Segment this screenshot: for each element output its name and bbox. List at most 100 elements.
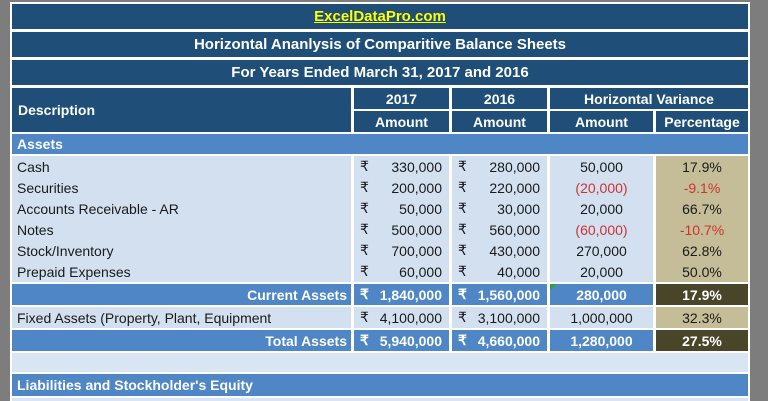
variance-percentage-cell[interactable]: 32.3% (656, 307, 748, 328)
section-header-assets[interactable]: Assets (12, 134, 748, 154)
total-row-label-cell[interactable]: Current Assets (12, 284, 354, 305)
variance-amount-cell[interactable]: 20,000 (550, 261, 656, 282)
row-label-cell[interactable]: Notes (12, 219, 354, 240)
table-row-stock-inventory: Stock/Inventory ₹ 700,000 ₹ 430,000 270,… (12, 240, 748, 261)
section-label: Assets (17, 136, 63, 152)
variance-amount-cell[interactable]: 20,000 (550, 198, 656, 219)
variance-value: 280,000 (576, 286, 627, 303)
variance-amount-cell[interactable]: 1,000,000 (550, 307, 656, 328)
amount-2016-cell[interactable]: ₹ 430,000 (452, 240, 550, 261)
variance-amount-cell[interactable]: 270,000 (550, 240, 656, 261)
amount-2016-cell[interactable]: ₹ 4,660,000 (452, 330, 550, 351)
column-header-description[interactable]: Description (12, 88, 351, 132)
row-label-cell[interactable]: Cash (12, 156, 354, 177)
amount-2016-cell[interactable]: ₹ 40,000 (452, 261, 550, 282)
percentage-value: 66.7% (682, 200, 722, 217)
amount-value: 560,000 (489, 221, 540, 238)
percentage-value: 17.9% (682, 158, 722, 175)
amount-value: 200,000 (391, 179, 442, 196)
column-header-percentage[interactable]: Percentage (656, 111, 748, 132)
amount-2016-cell[interactable]: ₹ 3,100,000 (452, 307, 550, 328)
amount-value: 4,660,000 (477, 332, 540, 349)
total-assets-row: Total Assets ₹ 5,940,000 ₹ 4,660,000 1,2… (12, 330, 748, 351)
percentage-value: 62.8% (682, 242, 722, 259)
variance-percentage-cell[interactable]: -10.7% (656, 219, 748, 240)
amount-2017-cell[interactable]: ₹ 4,100,000 (354, 307, 452, 328)
amount-2017-cell[interactable]: ₹ 330,000 (354, 156, 452, 177)
variance-value: 20,000 (580, 200, 623, 217)
partial-next-row (12, 398, 748, 401)
table-header-amount-row: Amount Amount Amount Percentage (354, 111, 748, 132)
variance-value: (60,000) (575, 221, 628, 238)
percentage-value: 50.0% (682, 263, 722, 280)
amount-2016-cell[interactable]: ₹ 560,000 (452, 219, 550, 240)
table-header: Description 2017 2016 Horizontal Varianc… (12, 88, 748, 132)
column-header-2017[interactable]: 2017 (354, 88, 449, 109)
table-row-prepaid-expenses: Prepaid Expenses ₹ 60,000 ₹ 40,000 20,00… (12, 261, 748, 282)
rupee-symbol: ₹ (360, 242, 369, 258)
amount-value: 3,100,000 (477, 309, 540, 326)
row-label-cell[interactable]: Fixed Assets (Property, Plant, Equipment (12, 307, 354, 328)
amount-value: 40,000 (497, 263, 540, 280)
row-label-cell[interactable]: Securities (12, 177, 354, 198)
amount-2017-cell[interactable]: ₹ 50,000 (354, 198, 452, 219)
amount-2017-cell[interactable]: ₹ 1,840,000 (354, 284, 452, 305)
amount-2017-cell[interactable]: ₹ 60,000 (354, 261, 452, 282)
row-label-cell[interactable]: Stock/Inventory (12, 240, 354, 261)
rupee-symbol: ₹ (360, 221, 369, 237)
amount-value: 430,000 (489, 242, 540, 259)
percentage-value: 27.5% (682, 332, 722, 349)
total-row-label-cell[interactable]: Total Assets (12, 330, 354, 351)
table-row-notes: Notes ₹ 500,000 ₹ 560,000 (60,000) -10.7… (12, 219, 748, 240)
amount-2016-cell[interactable]: ₹ 220,000 (452, 177, 550, 198)
column-header-amount-2017[interactable]: Amount (354, 111, 449, 132)
variance-percentage-cell[interactable]: 50.0% (656, 261, 748, 282)
rupee-symbol: ₹ (458, 332, 467, 348)
amount-value: 30,000 (497, 200, 540, 217)
section-header-liabilities[interactable]: Liabilities and Stockholder's Equity (12, 374, 748, 396)
site-link[interactable]: ExcelDataPro.com (314, 8, 446, 25)
amount-2017-cell[interactable]: ₹ 5,940,000 (354, 330, 452, 351)
variance-value: 270,000 (576, 242, 627, 259)
variance-percentage-cell[interactable]: 17.9% (656, 284, 748, 305)
amount-value: 280,000 (489, 158, 540, 175)
variance-amount-cell[interactable]: 1,280,000 (550, 330, 656, 351)
amount-2017-cell[interactable]: ₹ 700,000 (354, 240, 452, 261)
cell-flag-icon (550, 284, 556, 290)
amount-2016-cell[interactable]: ₹ 30,000 (452, 198, 550, 219)
rupee-symbol: ₹ (360, 332, 369, 348)
amount-value: 4,100,000 (379, 309, 442, 326)
row-label-cell[interactable]: Accounts Receivable - AR (12, 198, 354, 219)
variance-percentage-cell[interactable]: 17.9% (656, 156, 748, 177)
variance-percentage-cell[interactable]: 62.8% (656, 240, 748, 261)
report-title: Horizontal Ananlysis of Comparitive Bala… (193, 36, 567, 53)
empty-spreadsheet-row[interactable] (12, 353, 748, 372)
row-label-cell[interactable]: Prepaid Expenses (12, 261, 354, 282)
column-header-amount-2016[interactable]: Amount (452, 111, 547, 132)
rupee-symbol: ₹ (360, 263, 369, 279)
amount-2017-cell[interactable]: ₹ 500,000 (354, 219, 452, 240)
variance-amount-cell[interactable]: 280,000 (550, 284, 656, 305)
rupee-symbol: ₹ (360, 158, 369, 174)
rupee-symbol: ₹ (360, 286, 369, 302)
variance-percentage-cell[interactable]: 66.7% (656, 198, 748, 219)
amount-2016-cell[interactable]: ₹ 280,000 (452, 156, 550, 177)
report-subtitle: For Years Ended March 31, 2017 and 2016 (231, 64, 529, 81)
variance-amount-cell[interactable]: (20,000) (550, 177, 656, 198)
rupee-symbol: ₹ (458, 242, 467, 258)
amount-2017-cell[interactable]: ₹ 200,000 (354, 177, 452, 198)
amount-2016-cell[interactable]: ₹ 1,560,000 (452, 284, 550, 305)
variance-amount-cell[interactable]: (60,000) (550, 219, 656, 240)
column-header-2016[interactable]: 2016 (452, 88, 547, 109)
table-row-securities: Securities ₹ 200,000 ₹ 220,000 (20,000) … (12, 177, 748, 198)
column-header-variance-amount[interactable]: Amount (550, 111, 653, 132)
variance-amount-cell[interactable]: 50,000 (550, 156, 656, 177)
amount-value: 220,000 (489, 179, 540, 196)
variance-percentage-cell[interactable]: 27.5% (656, 330, 748, 351)
amount-value: 1,560,000 (477, 286, 540, 303)
variance-percentage-cell[interactable]: -9.1% (656, 177, 748, 198)
amount-value: 5,940,000 (379, 332, 442, 349)
column-header-horizontal-variance[interactable]: Horizontal Variance (550, 88, 748, 109)
percentage-value: -10.7% (679, 221, 725, 238)
